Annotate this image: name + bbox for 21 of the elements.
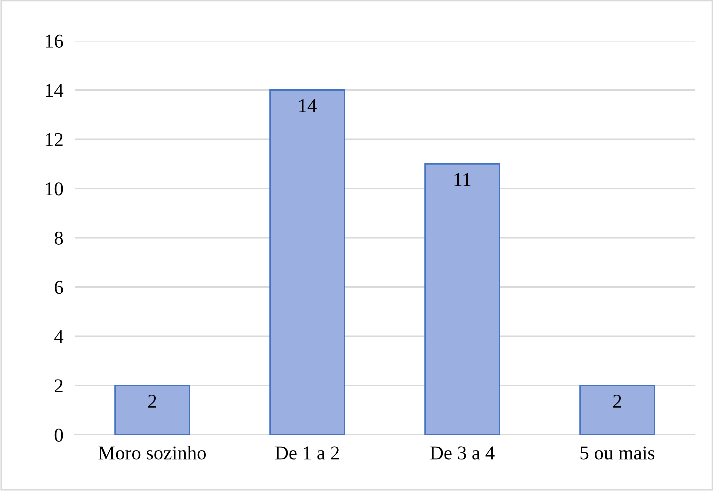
data-label: 2 bbox=[148, 394, 156, 408]
bar bbox=[424, 163, 500, 435]
y-tick-label: 16 bbox=[46, 34, 64, 48]
data-label: 14 bbox=[299, 100, 317, 112]
bar bbox=[270, 90, 346, 435]
y-tick-label: 4 bbox=[54, 330, 64, 344]
x-tick-label: De 3 a 4 bbox=[430, 446, 495, 460]
y-tick-label: 12 bbox=[46, 133, 63, 146]
bar bbox=[580, 385, 656, 435]
data-label: 2 bbox=[613, 394, 622, 408]
data-label: 11 bbox=[454, 173, 471, 186]
y-tick-label: 0 bbox=[54, 428, 64, 442]
y-tick-label: 6 bbox=[55, 281, 64, 294]
x-tick-label: Moro sozinho bbox=[98, 446, 206, 460]
x-tick-label: De 1 a 2 bbox=[275, 446, 340, 460]
y-tick-label: 10 bbox=[46, 182, 64, 196]
x-tick-label: 5 ou mais bbox=[580, 446, 655, 460]
y-tick-label: 2 bbox=[55, 380, 63, 392]
bar bbox=[114, 385, 190, 435]
y-tick-label: 8 bbox=[54, 232, 64, 245]
y-tick-label: 14 bbox=[46, 84, 64, 97]
